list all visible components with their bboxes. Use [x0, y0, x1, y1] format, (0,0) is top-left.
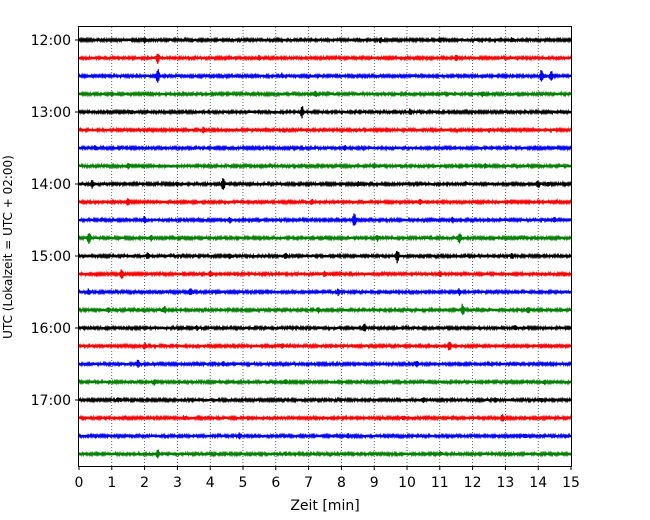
seismic-traces — [78, 36, 572, 459]
trace-1415 — [78, 198, 572, 206]
y-tick-label: 17:00 — [31, 393, 71, 409]
y-tick-label: 12:00 — [31, 33, 71, 49]
x-tick-label: 6 — [271, 475, 280, 491]
trace-1200 — [78, 36, 572, 44]
trace-1245 — [78, 90, 572, 98]
trace-1530 — [78, 288, 572, 296]
trace-1545 — [78, 303, 572, 315]
x-tick-label: 11 — [431, 475, 449, 491]
trace-1600 — [78, 323, 572, 332]
trace-1745 — [78, 449, 572, 459]
trace-1400 — [78, 178, 572, 190]
x-tick-label: 0 — [75, 475, 84, 491]
x-tick-label: 9 — [370, 475, 379, 491]
trace-1515 — [78, 269, 572, 279]
trace-1645 — [78, 378, 572, 386]
trace-1300 — [78, 106, 572, 119]
trace-1430 — [78, 213, 572, 226]
trace-1330 — [78, 144, 572, 152]
x-gridlines — [111, 27, 539, 466]
trace-1700 — [78, 396, 572, 404]
x-tick-label: 10 — [398, 475, 416, 491]
x-axis-label: Zeit [min] — [290, 498, 359, 514]
trace-1445 — [78, 233, 572, 244]
x-tick-label: 3 — [173, 475, 182, 491]
x-tick-label: 1 — [107, 475, 116, 491]
y-tick-label: 14:00 — [31, 177, 71, 193]
x-axis-ticks: 0 1 2 3 4 5 6 7 8 9 10 11 12 13 14 15 — [75, 466, 580, 491]
y-tick-label: 13:00 — [31, 105, 71, 121]
trace-1315 — [78, 126, 572, 134]
plot-frame — [78, 26, 572, 467]
x-tick-label: 8 — [337, 475, 346, 491]
trace-1230 — [78, 69, 572, 83]
trace-1715 — [78, 414, 572, 422]
y-axis-ticks: 12:00 13:00 14:00 15:00 16:00 17:00 — [31, 33, 79, 409]
y-axis-label: UTC (Lokalzeit = UTC + 02:00) — [1, 155, 15, 339]
trace-1215 — [78, 53, 572, 64]
trace-1615 — [78, 341, 572, 351]
trace-1630 — [78, 359, 572, 368]
trace-1345 — [78, 162, 572, 170]
x-tick-label: 4 — [206, 475, 215, 491]
x-tick-label: 2 — [140, 475, 149, 491]
x-tick-label: 7 — [304, 475, 313, 491]
x-tick-label: 13 — [496, 475, 514, 491]
y-tick-label: 15:00 — [31, 249, 71, 265]
x-tick-label: 15 — [562, 475, 580, 491]
y-tick-label: 16:00 — [31, 321, 71, 337]
x-tick-label: 14 — [529, 475, 547, 491]
x-tick-label: 12 — [464, 475, 482, 491]
x-tick-label: 5 — [239, 475, 248, 491]
trace-1500 — [78, 251, 572, 264]
trace-1730 — [78, 432, 572, 440]
